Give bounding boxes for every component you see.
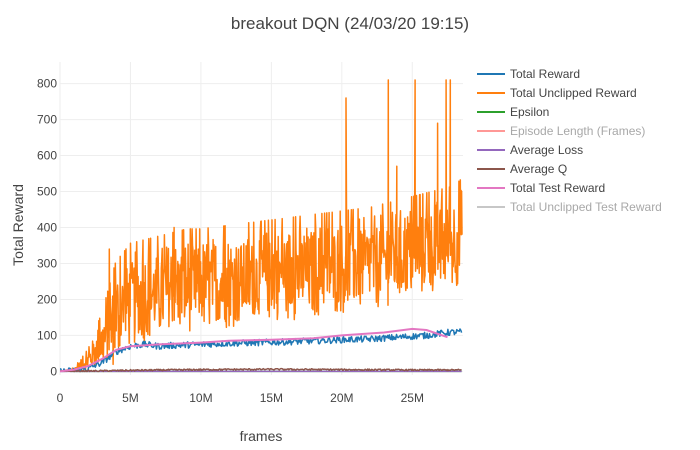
series-line-average-q[interactable] [60,367,462,373]
x-tick-label: 5M [122,391,139,405]
x-axis-title: frames [240,428,283,444]
y-tick-label: 100 [37,328,57,342]
x-axis-ticks: 0 5M 10M 15M 20M 25M [57,391,424,405]
y-tick-label: 200 [37,292,57,306]
legend-item-label[interactable]: Episode Length (Frames) [510,124,645,138]
y-tick-label: 500 [37,185,57,199]
series-line-total-test-reward[interactable] [60,327,448,373]
chart-title: breakout DQN (24/03/20 19:15) [231,14,469,33]
y-tick-label: 400 [37,220,57,234]
y-tick-label: 0 [50,364,57,378]
y-tick-label: 600 [37,149,57,163]
x-tick-label: 20M [330,391,353,405]
legend-item-label[interactable]: Total Unclipped Reward [510,86,637,100]
legend-item-label[interactable]: Average Loss [510,143,583,157]
y-axis-title: Total Reward [10,184,26,266]
legend: Total Reward Total Unclipped Reward Epsilo… [477,67,662,214]
y-tick-label: 300 [37,256,57,270]
plot-area[interactable] [60,79,463,373]
legend-item-label[interactable]: Average Q [510,162,567,176]
x-tick-label: 10M [189,391,212,405]
legend-item-label[interactable]: Epsilon [510,105,549,119]
y-axis-ticks: 0 100 200 300 400 500 600 700 800 [37,77,57,379]
y-tick-label: 800 [37,77,57,91]
legend-item-label[interactable]: Total Test Reward [510,181,605,195]
x-tick-label: 25M [401,391,424,405]
y-tick-label: 700 [37,113,57,127]
legend-item-label[interactable]: Total Reward [510,67,580,81]
x-tick-label: 15M [260,391,283,405]
series-line-total-unclipped-reward[interactable] [60,79,463,373]
x-tick-label: 0 [57,391,64,405]
legend-item-label[interactable]: Total Unclipped Test Reward [510,200,662,214]
